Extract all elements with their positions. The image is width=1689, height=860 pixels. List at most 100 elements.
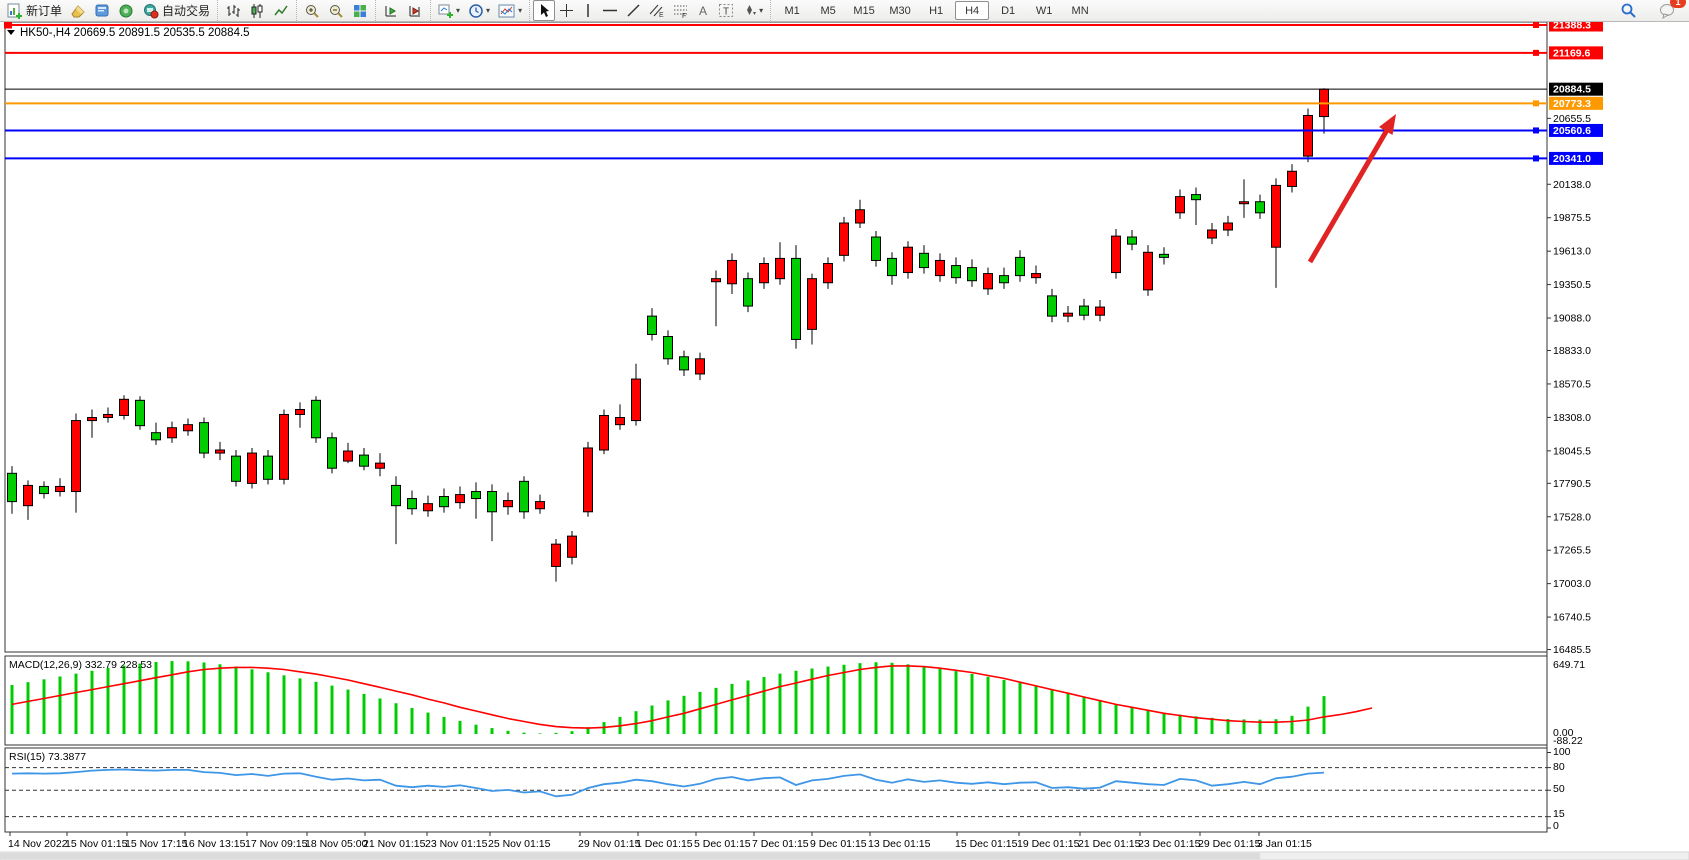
candle xyxy=(967,267,977,282)
price-badge-label: 21169.6 xyxy=(1553,47,1591,59)
autotrade-icon xyxy=(144,3,159,18)
equidistant-channel-tool-button[interactable]: E xyxy=(645,0,669,21)
period-button[interactable]: ▾ xyxy=(464,0,494,21)
macd-histogram-bar xyxy=(1210,717,1214,734)
chart-shift-button[interactable] xyxy=(379,0,403,21)
macd-signal-line xyxy=(11,665,1373,729)
auto-scroll-button[interactable] xyxy=(403,0,427,21)
candle xyxy=(263,455,273,480)
hline-anchor-marker[interactable] xyxy=(4,21,12,29)
rsi-line xyxy=(11,768,1325,798)
candle xyxy=(663,336,673,360)
candle xyxy=(695,358,705,375)
text-label-tool-button[interactable]: T xyxy=(714,0,738,21)
macd-histogram-bar xyxy=(442,716,446,734)
indicators-button[interactable]: ▾ xyxy=(494,0,526,21)
timeframe-D1[interactable]: D1 xyxy=(1001,4,1016,17)
svg-text:T: T xyxy=(723,7,729,18)
rsi-axis-label: 80 xyxy=(1553,761,1565,773)
arrows-tool-button[interactable]: ▾ xyxy=(738,0,767,21)
auto-scroll-icon xyxy=(409,5,421,16)
metaeditor-button[interactable] xyxy=(66,0,90,21)
time-axis-label: 5 Dec 01:15 xyxy=(694,838,751,850)
macd-histogram-bar xyxy=(810,668,814,734)
macd-histogram-bar xyxy=(986,676,990,734)
market-watch-button[interactable] xyxy=(90,0,114,21)
candle xyxy=(295,408,305,415)
price-tick-label: 19350.5 xyxy=(1553,279,1591,291)
hline-handle[interactable] xyxy=(1533,127,1539,134)
scrollbar-thumb[interactable] xyxy=(0,853,1260,859)
candle xyxy=(807,278,817,330)
svg-text:E: E xyxy=(659,12,664,18)
time-axis-label: 19 Dec 01:15 xyxy=(1017,838,1080,850)
vertical-line-tool-button[interactable] xyxy=(578,0,598,21)
candle xyxy=(551,543,561,567)
fibonacci-tool-button[interactable]: F xyxy=(669,0,693,21)
timeframe-MN[interactable]: MN xyxy=(1071,4,1089,17)
candle xyxy=(343,450,353,462)
timeframe-H1[interactable]: H1 xyxy=(929,4,944,17)
navigator-icon xyxy=(119,4,133,17)
timeframe-H4[interactable]: H4 xyxy=(955,1,990,20)
hline-handle[interactable] xyxy=(1533,155,1539,162)
candle xyxy=(871,236,881,261)
new-order-button[interactable]: 新订单 xyxy=(3,0,66,21)
symbol-dropdown-icon[interactable] xyxy=(7,30,15,35)
zoom-out-button[interactable] xyxy=(324,0,348,21)
trendline-tool-button[interactable] xyxy=(622,0,645,21)
macd-histogram-bar xyxy=(634,711,638,734)
macd-histogram-bar xyxy=(778,673,782,734)
timeframe-group: M1 M5 M15 M30 H1 H4 D1 W1 MN xyxy=(770,0,1101,21)
macd-panel xyxy=(4,655,1548,746)
candle xyxy=(535,501,545,510)
candle xyxy=(55,485,65,493)
notifications-button[interactable]: 1 xyxy=(1655,0,1686,21)
candle xyxy=(1063,312,1073,317)
timeframe-M5[interactable]: M5 xyxy=(820,4,836,17)
macd-histogram-bar xyxy=(1114,704,1118,734)
macd-histogram-bar xyxy=(826,666,830,734)
tile-windows-button[interactable] xyxy=(348,0,372,21)
candles-chart-button[interactable] xyxy=(245,0,269,21)
search-button[interactable] xyxy=(1616,0,1641,21)
horizontal-line-tool-button[interactable] xyxy=(598,0,622,21)
timeframe-M30[interactable]: M30 xyxy=(889,4,911,17)
autotrade-button[interactable]: 自动交易 xyxy=(138,0,214,21)
candle xyxy=(1191,194,1201,201)
annotation-arrow-shaft[interactable] xyxy=(1307,128,1390,264)
macd-histogram-bar xyxy=(794,670,798,734)
time-axis-label: 14 Nov 2022 xyxy=(8,838,68,850)
candle xyxy=(631,378,641,422)
candle xyxy=(87,417,97,422)
hline-handle[interactable] xyxy=(1533,22,1539,28)
timeframe-M1[interactable]: M1 xyxy=(784,4,800,17)
new-chart-button[interactable]: ▾ xyxy=(434,0,464,21)
annotation-arrow-head[interactable] xyxy=(1379,114,1396,135)
macd-histogram-bar xyxy=(362,693,366,734)
macd-histogram-bar xyxy=(250,669,254,734)
navigator-button[interactable] xyxy=(114,0,138,21)
time-axis-label: 1 Dec 01:15 xyxy=(636,838,693,850)
candle xyxy=(1303,114,1313,157)
macd-histogram-bar xyxy=(922,666,926,734)
zoom-in-button[interactable] xyxy=(300,0,324,21)
macd-histogram-bar xyxy=(714,687,718,734)
line-chart-button[interactable] xyxy=(269,0,293,21)
text-tool-button[interactable]: A xyxy=(693,0,714,21)
timeframe-W1[interactable]: W1 xyxy=(1035,4,1053,17)
price-tick-label: 16485.5 xyxy=(1553,644,1591,656)
timeframe-M15[interactable]: M15 xyxy=(853,4,875,17)
candle xyxy=(487,491,497,513)
indicators-icon xyxy=(498,4,515,17)
cursor-tool-button[interactable] xyxy=(533,0,556,21)
bars-chart-button[interactable] xyxy=(221,0,245,21)
hline-handle[interactable] xyxy=(1533,100,1539,107)
candle xyxy=(71,420,81,493)
objects-group: ▾ ▾ ▾ xyxy=(430,0,529,21)
zoom-out-icon xyxy=(330,4,343,18)
hline-handle[interactable] xyxy=(1533,49,1539,56)
crosshair-tool-button[interactable] xyxy=(555,0,578,21)
